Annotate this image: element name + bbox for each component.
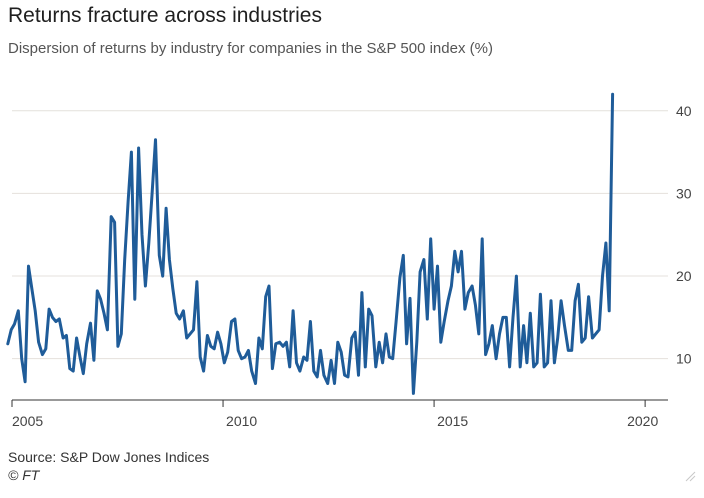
chart-subtitle: Dispersion of returns by industry for co… xyxy=(8,40,493,57)
x-tick-label-2010: 2010 xyxy=(226,413,257,429)
y-tick-labels: 10 20 30 40 xyxy=(676,103,692,367)
y-tick-label-30: 30 xyxy=(676,185,692,201)
resize-grip-icon xyxy=(685,471,696,482)
y-tick-label-40: 40 xyxy=(676,103,692,119)
gridlines xyxy=(12,110,668,360)
x-tick-label-2020: 2020 xyxy=(627,413,658,429)
ft-credit: © FT xyxy=(8,467,40,483)
source-note: Source: S&P Dow Jones Indices xyxy=(8,449,210,465)
x-axis xyxy=(11,399,668,407)
y-tick-label-10: 10 xyxy=(676,351,692,367)
series-line xyxy=(6,92,615,395)
chart-title: Returns fracture across industries xyxy=(8,4,322,27)
x-tick-label-2005: 2005 xyxy=(12,413,43,429)
y-tick-label-20: 20 xyxy=(676,268,692,284)
x-tick-labels: 2005 2010 2015 2020 xyxy=(12,413,658,429)
x-tick-label-2015: 2015 xyxy=(437,413,468,429)
